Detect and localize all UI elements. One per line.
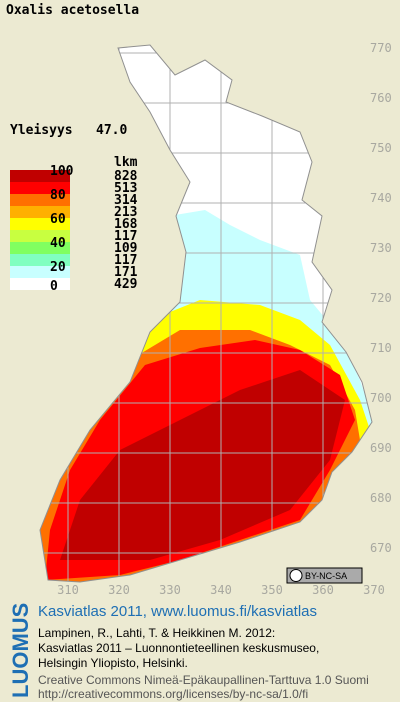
legend-swatch (10, 254, 70, 266)
legend-swatch (10, 206, 70, 218)
credits: Lampinen, R., Lahti, T. & Heikkinen M. 2… (38, 626, 369, 701)
license-line: http://creativecommons.org/licenses/by-n… (38, 687, 308, 701)
easting-label: 340 (210, 583, 232, 597)
northing-label: 680 (370, 491, 392, 505)
northing-label: 770 (370, 41, 392, 55)
cc-icon (289, 569, 303, 582)
legend-count: 109 (114, 241, 137, 256)
frequency-value: 47.0 (96, 123, 127, 138)
easting-label: 370 (363, 583, 385, 597)
legend-swatch (10, 182, 70, 194)
northing-label: 710 (370, 341, 392, 355)
legend-swatch (10, 230, 70, 242)
citation-line: Helsingin Yliopisto, Helsinki. (38, 656, 188, 670)
legend-count: 314 (114, 193, 138, 208)
map (40, 45, 372, 582)
legend-count: 117 (114, 253, 137, 268)
northing-label: 730 (370, 241, 392, 255)
northing-label: 690 (370, 441, 392, 455)
legend-swatch (10, 170, 70, 182)
northing-label: 700 (370, 391, 392, 405)
frequency-label: Yleisyys (10, 123, 73, 138)
count-header: lkm (114, 155, 138, 170)
license-badge: BY-NC-SA (286, 567, 363, 584)
legend-swatch (10, 242, 70, 254)
legend-count: 168 (114, 217, 138, 232)
easting-label: 360 (312, 583, 334, 597)
badge-box (286, 567, 363, 584)
legend: 8285133142131681171091171714291008060402… (10, 164, 138, 294)
northing-label: 750 (370, 141, 392, 155)
license-line: Creative Commons Nimeä-Epäkaupallinen-Ta… (38, 673, 369, 687)
legend-swatch (10, 278, 70, 290)
easting-label: 320 (108, 583, 130, 597)
legend-scale-label: 80 (50, 188, 66, 203)
map-outline (39, 44, 373, 583)
legend-swatch (10, 194, 70, 206)
credits-heading: Kasviatlas 2011, www.luomus.fi/kasviatla… (38, 603, 317, 620)
legend-count: 828 (114, 169, 138, 184)
zone-darkred (60, 370, 345, 560)
citation-line: Lampinen, R., Lahti, T. & Heikkinen M. 2… (38, 626, 275, 640)
northing-label: 760 (370, 91, 392, 105)
easting-label: 310 (57, 583, 79, 597)
badge-text: BY-NC-SA (305, 571, 347, 581)
species-title: Oxalis acetosella (6, 3, 139, 18)
legend-count: 513 (114, 181, 137, 196)
legend-count: 213 (114, 205, 137, 220)
northing-label: 740 (370, 191, 392, 205)
legend-scale-label: 60 (50, 212, 66, 227)
legend-scale-label: 100 (50, 164, 74, 179)
easting-label: 330 (159, 583, 181, 597)
legend-count: 171 (114, 265, 138, 280)
legend-scale-label: 40 (50, 236, 66, 251)
legend-count: 429 (114, 277, 137, 292)
legend-scale-label: 20 (50, 260, 66, 275)
logo: LUOMUS (8, 603, 33, 698)
legend-scale-label: 0 (50, 279, 58, 294)
easting-label: 350 (261, 583, 283, 597)
legend-swatch (10, 266, 70, 278)
legend-count: 117 (114, 229, 137, 244)
legend-swatch (10, 218, 70, 230)
northing-label: 670 (370, 541, 392, 555)
citation-line: Kasviatlas 2011 – Luonnontieteellinen ke… (38, 641, 319, 655)
northing-label: 720 (370, 291, 392, 305)
